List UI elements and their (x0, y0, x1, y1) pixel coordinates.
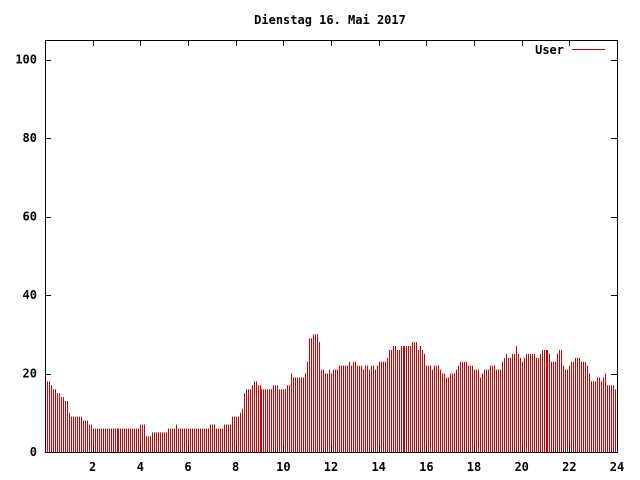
x-axis-labels: 2 4 6 8 10 12 14 16 18 20 22 24 (89, 460, 624, 474)
x-tick-label: 14 (371, 460, 385, 474)
x-tick-label: 12 (324, 460, 338, 474)
legend: User (535, 43, 605, 57)
chart-title: Dienstag 16. Mai 2017 (254, 13, 406, 27)
x-tick-label: 6 (184, 460, 191, 474)
x-tick-label: 4 (137, 460, 144, 474)
bar-series (45, 334, 616, 452)
x-tick-label: 24 (610, 460, 624, 474)
legend-label: User (535, 43, 564, 57)
x-tick-label: 10 (276, 460, 290, 474)
x-tick-label: 16 (419, 460, 433, 474)
y-tick-label: 40 (23, 288, 37, 302)
x-tick-label: 22 (562, 460, 576, 474)
y-tick-label: 100 (15, 53, 37, 67)
y-tick-label: 0 (30, 445, 37, 459)
x-tick-label: 2 (89, 460, 96, 474)
y-tick-label: 80 (23, 131, 37, 145)
axis-ticks (45, 40, 618, 453)
x-tick-label: 18 (467, 460, 481, 474)
x-tick-label: 20 (514, 460, 528, 474)
y-tick-label: 60 (23, 210, 37, 224)
y-tick-label: 20 (23, 367, 37, 381)
x-tick-label: 8 (232, 460, 239, 474)
y-axis-labels: 0 20 40 60 80 100 (15, 53, 37, 459)
